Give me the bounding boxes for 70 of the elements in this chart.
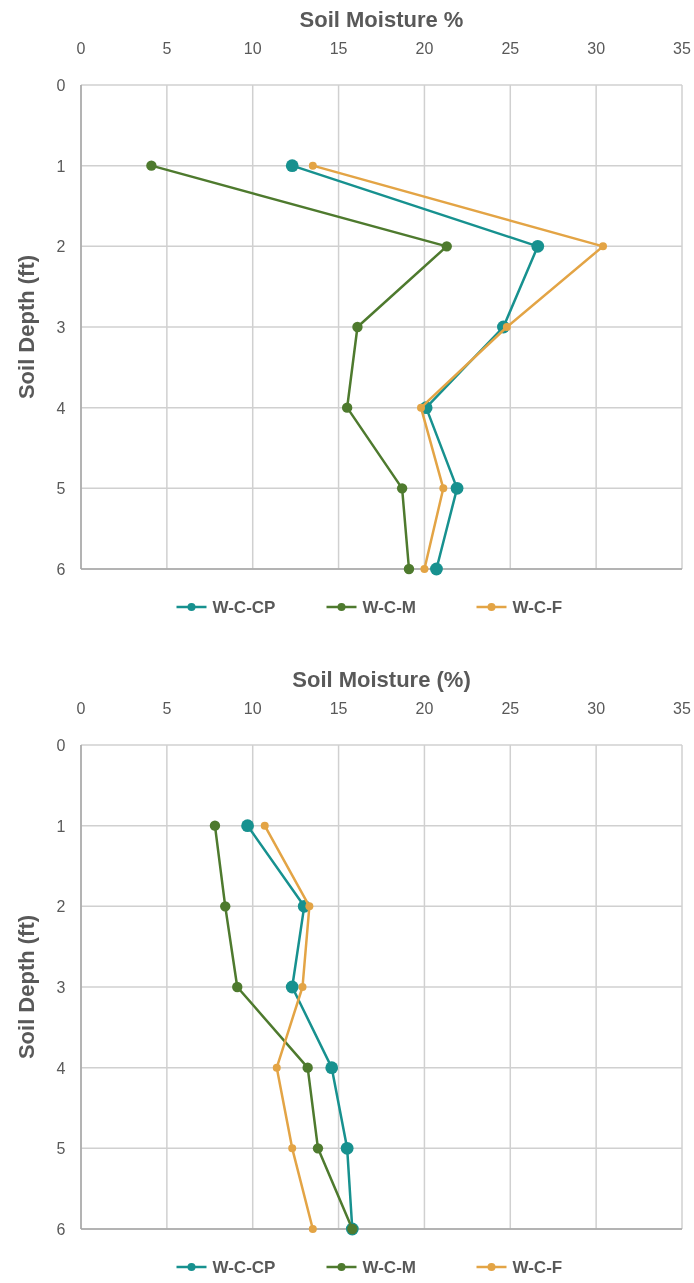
point [450,481,464,495]
y-tick-label: 1 [56,157,66,175]
y-axis-title: Soil Depth (ft) [14,254,39,400]
x-tick-label: 25 [501,40,520,57]
y-tick-label: 3 [56,319,66,336]
legend-label: W-C-M [362,1258,416,1277]
x-tick-label: 10 [243,40,262,57]
point [308,1225,317,1233]
point [340,1141,354,1155]
point [325,1061,339,1075]
point [441,241,452,252]
y-tick-label: 5 [56,1140,66,1158]
point [308,161,317,170]
y-tick-label: 3 [56,979,66,996]
x-axis-title: Soil Moisture (%) [292,667,471,692]
point [341,402,353,413]
point [439,484,448,493]
point [599,242,608,251]
x-tick-label: 35 [673,40,691,57]
legend-label: W-C-CP [212,598,276,617]
x-tick-label: 20 [415,700,434,717]
point [241,819,254,833]
legend-label: W-C-CP [212,1258,276,1277]
legend-label: W-C-M [362,598,416,617]
legend-label: W-C-F [512,1258,563,1277]
x-axis-title: Soil Moisture % [299,7,464,32]
x-tick-label: 0 [76,700,86,717]
point [305,902,314,911]
y-tick-label: 2 [56,238,66,256]
x-tick-label: 20 [415,40,434,57]
point [288,1144,297,1153]
y-tick-label: 5 [56,480,66,498]
point [430,562,443,576]
point [260,821,269,830]
point [220,901,231,912]
x-tick-label: 0 [76,40,86,57]
point [416,403,425,412]
x-tick-label: 15 [329,40,348,57]
y-tick-label: 6 [56,561,66,578]
point [146,160,157,171]
point [312,1143,324,1154]
y-tick-label: 6 [56,1221,66,1238]
x-tick-label: 15 [329,700,348,717]
x-tick-label: 5 [162,40,172,57]
x-tick-label: 35 [673,700,691,717]
point [272,1063,281,1072]
y-tick-label: 0 [56,77,66,94]
x-tick-label: 25 [501,700,520,717]
y-axis-title: Soil Depth (ft) [14,914,39,1060]
x-tick-label: 30 [587,700,606,717]
y-tick-label: 1 [56,817,66,835]
x-tick-label: 30 [587,40,606,57]
y-tick-label: 2 [56,898,66,916]
point [396,483,408,494]
point [403,563,415,575]
y-tick-label: 0 [56,737,66,754]
point [232,981,243,993]
point [352,321,363,333]
point [420,565,429,573]
point [302,1062,313,1073]
point [531,239,545,253]
point [285,159,299,173]
x-tick-label: 5 [162,700,172,717]
legend-label: W-C-F [512,598,563,617]
point [209,820,221,831]
point [298,983,307,991]
x-tick-label: 10 [243,700,262,717]
y-tick-label: 4 [56,399,66,417]
y-tick-label: 4 [56,1059,66,1077]
point [285,980,299,994]
